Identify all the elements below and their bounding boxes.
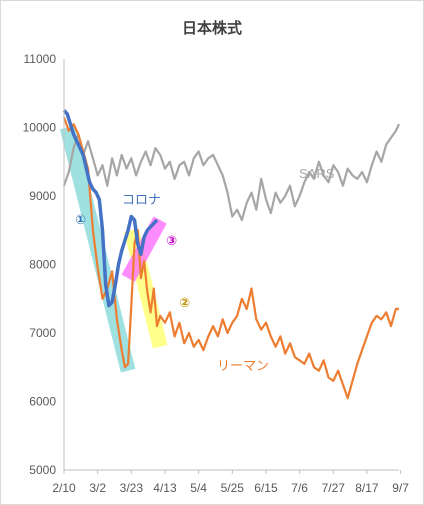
- x-tick-label: 3/2: [89, 481, 106, 495]
- series-lines: [62, 109, 400, 400]
- x-tick-label: 5/25: [221, 481, 245, 495]
- y-tick-label: 8000: [29, 258, 56, 272]
- x-tick-label: 6/15: [254, 481, 278, 495]
- y-tick-label: 6000: [29, 395, 56, 409]
- series-line: [62, 123, 400, 222]
- x-tick-label: 7/27: [322, 481, 346, 495]
- y-tick-label: 7000: [29, 326, 56, 340]
- y-tick-label: 5000: [29, 463, 56, 477]
- chart-title: 日本株式: [182, 19, 242, 37]
- annotation-marker-2: ②: [179, 295, 190, 310]
- y-tick-label: 10000: [23, 121, 57, 135]
- series-label-corona: コロナ: [122, 192, 161, 207]
- axes: 5000 6000 7000 8000 9000 10000 11000 2/10 3/2 3/2…: [23, 52, 410, 495]
- series-line: [62, 109, 159, 308]
- series-label-lehman: リーマン: [217, 358, 269, 373]
- series-label-sars: SARS: [299, 166, 335, 181]
- annotation-labels: SARS リーマン コロナ ① ② ③: [75, 166, 335, 373]
- y-tick-label: 11000: [24, 52, 57, 66]
- x-tick-label: 8/17: [355, 481, 379, 495]
- series-line: [62, 116, 399, 400]
- annotation-marker-3: ③: [166, 233, 177, 248]
- x-tick-label: 2/10: [52, 481, 76, 495]
- x-tick-label: 4/13: [153, 481, 177, 495]
- x-tick-label: 7/6: [291, 481, 308, 495]
- x-tick-label: 9/7: [392, 481, 409, 495]
- x-tick-label: 5/4: [190, 481, 207, 495]
- annotation-marker-1: ①: [75, 212, 86, 227]
- y-tick-label: 9000: [29, 189, 56, 203]
- x-tick-label: 3/23: [120, 481, 144, 495]
